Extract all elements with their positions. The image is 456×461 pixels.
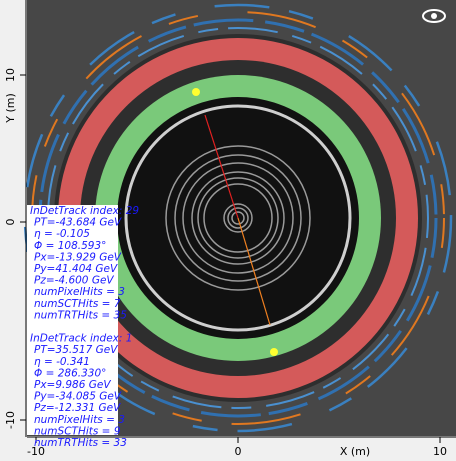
track-info-line: Px=-13.929 GeV — [34, 251, 122, 263]
track-info-line: Py=-34.085 GeV — [34, 391, 122, 403]
track-info-line: Py=41.404 GeV — [34, 263, 118, 275]
logo — [422, 9, 446, 23]
muon-arc — [47, 27, 429, 409]
y-tick-label: 10 — [4, 68, 17, 82]
track-info-line: Φ = 108.593° — [34, 240, 106, 252]
x-tick-label: -10 — [27, 445, 45, 458]
solenoid — [124, 104, 352, 332]
track-info-line: InDetTrack index: 1 — [30, 333, 132, 345]
track-info-line: PT=35.517 GeV — [34, 344, 118, 356]
track-info-line: numSCTHits = 7 — [34, 298, 121, 310]
track-info-line: numSCTHits = 9 — [34, 425, 121, 437]
track-info-line: numPixelHits = 3 — [34, 414, 125, 426]
muon-arc — [23, 3, 453, 433]
track-info-line: numPixelHits = 3 — [34, 286, 125, 298]
detector — [23, 3, 453, 433]
track-info-line: Px=9.986 GeV — [34, 379, 111, 391]
axes: -10 0 10 10 0 -10 — [4, 0, 456, 458]
calo-hit — [270, 348, 278, 356]
trt-sct — [165, 145, 311, 291]
track-info-line: Φ = 286.330° — [34, 367, 106, 379]
x-axis-label: X (m) — [340, 445, 370, 458]
track-info-line: η = -0.341 — [34, 356, 90, 368]
track — [204, 114, 239, 219]
track-info-line: η = -0.105 — [34, 228, 90, 240]
y-tick-label: 0 — [4, 219, 17, 226]
y-tick-label: -10 — [4, 411, 17, 429]
track-info-line: numTRTHits = 33 — [34, 437, 127, 449]
track-info-line: Pz=-4.600 GeV — [34, 275, 114, 287]
x-tick-label: 10 — [433, 445, 447, 458]
track — [237, 217, 271, 326]
track-info-line: PT=-43.684 GeV — [34, 217, 122, 229]
track-info-line: Pz=-12.331 GeV — [34, 402, 121, 414]
y-axis-label: Y (m) — [4, 93, 17, 124]
calo-hit — [192, 88, 200, 96]
x-tick-label: 0 — [235, 445, 242, 458]
track-info-line: InDetTrack index: 29 — [30, 205, 139, 217]
info-panel — [27, 205, 118, 435]
track-info-line: numTRTHits = 35 — [34, 309, 127, 321]
